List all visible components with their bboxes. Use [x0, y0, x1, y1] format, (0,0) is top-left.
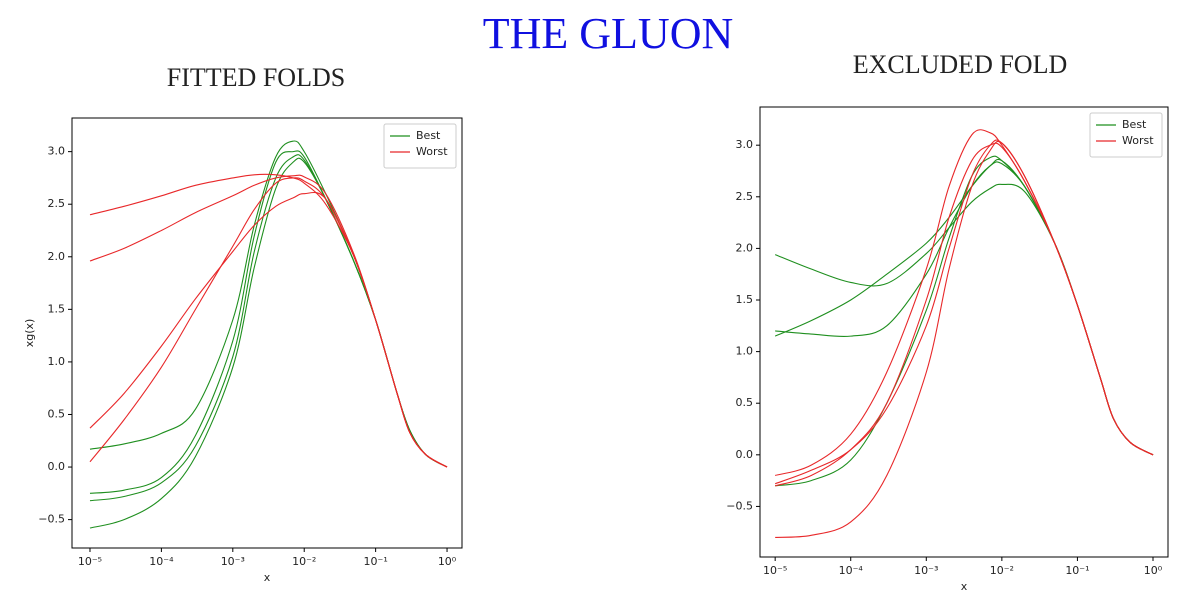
x-tick-label: 10⁰ — [1144, 564, 1163, 577]
x-tick-label: 10⁻⁵ — [763, 564, 787, 577]
x-tick-label: 10⁻³ — [914, 564, 938, 577]
series-line — [89, 174, 448, 468]
series-line — [774, 139, 1154, 485]
y-tick-label: 0.5 — [48, 407, 66, 420]
legend-label: Worst — [1122, 134, 1154, 147]
x-tick-label: 10⁻¹ — [1065, 564, 1089, 577]
y-tick-label: 3.0 — [48, 145, 66, 158]
y-tick-label: 0.0 — [48, 460, 66, 473]
series-line — [774, 158, 1154, 456]
x-tick-label: 10⁻⁴ — [839, 564, 864, 577]
y-axis-label: xg(x) — [23, 319, 36, 348]
legend-label: Best — [1122, 118, 1147, 131]
chart-title: FITTED FOLDS — [167, 63, 345, 92]
series-line — [89, 150, 448, 494]
y-tick-label: 1.0 — [736, 345, 754, 358]
y-tick-label: 2.5 — [48, 197, 66, 210]
series-line — [775, 161, 1154, 456]
slide-title: THE GLUON — [483, 9, 734, 58]
series-line — [89, 154, 448, 502]
plot-frame — [71, 117, 463, 549]
x-tick-label: 10⁻² — [292, 555, 316, 568]
series-line — [89, 157, 448, 529]
y-tick-label: 3.0 — [736, 138, 754, 151]
y-tick-label: 2.0 — [736, 241, 754, 254]
legend-box — [383, 123, 457, 169]
series-line — [774, 183, 1154, 456]
y-tick-label: 2.5 — [736, 190, 754, 203]
y-tick-label: −0.5 — [726, 499, 753, 512]
series-line — [775, 142, 1154, 487]
chart-title: EXCLUDED FOLD — [853, 50, 1068, 79]
y-tick-label: 0.5 — [736, 396, 754, 409]
x-tick-label: 10⁻⁴ — [149, 555, 174, 568]
x-axis-label: x — [264, 571, 271, 584]
x-tick-label: 10⁻¹ — [364, 555, 388, 568]
y-tick-label: 1.5 — [48, 302, 66, 315]
series-line — [89, 173, 448, 468]
y-tick-label: −0.5 — [38, 513, 65, 526]
y-tick-label: 2.0 — [48, 250, 66, 263]
legend-box — [1089, 112, 1163, 158]
series-line — [775, 140, 1154, 538]
x-tick-label: 10⁰ — [438, 555, 457, 568]
x-tick-label: 10⁻⁵ — [78, 555, 102, 568]
y-tick-label: 1.0 — [48, 355, 66, 368]
x-axis-label: x — [961, 580, 968, 593]
x-tick-label: 10⁻³ — [221, 555, 245, 568]
series-line — [775, 129, 1154, 476]
y-tick-label: 0.0 — [736, 448, 754, 461]
legend-label: Best — [416, 129, 441, 142]
y-tick-label: 1.5 — [736, 293, 754, 306]
legend-label: Worst — [416, 145, 448, 158]
series-line — [89, 177, 448, 468]
series-line — [775, 155, 1154, 487]
plot-frame — [759, 106, 1169, 558]
series-line — [89, 191, 448, 468]
x-tick-label: 10⁻² — [990, 564, 1014, 577]
